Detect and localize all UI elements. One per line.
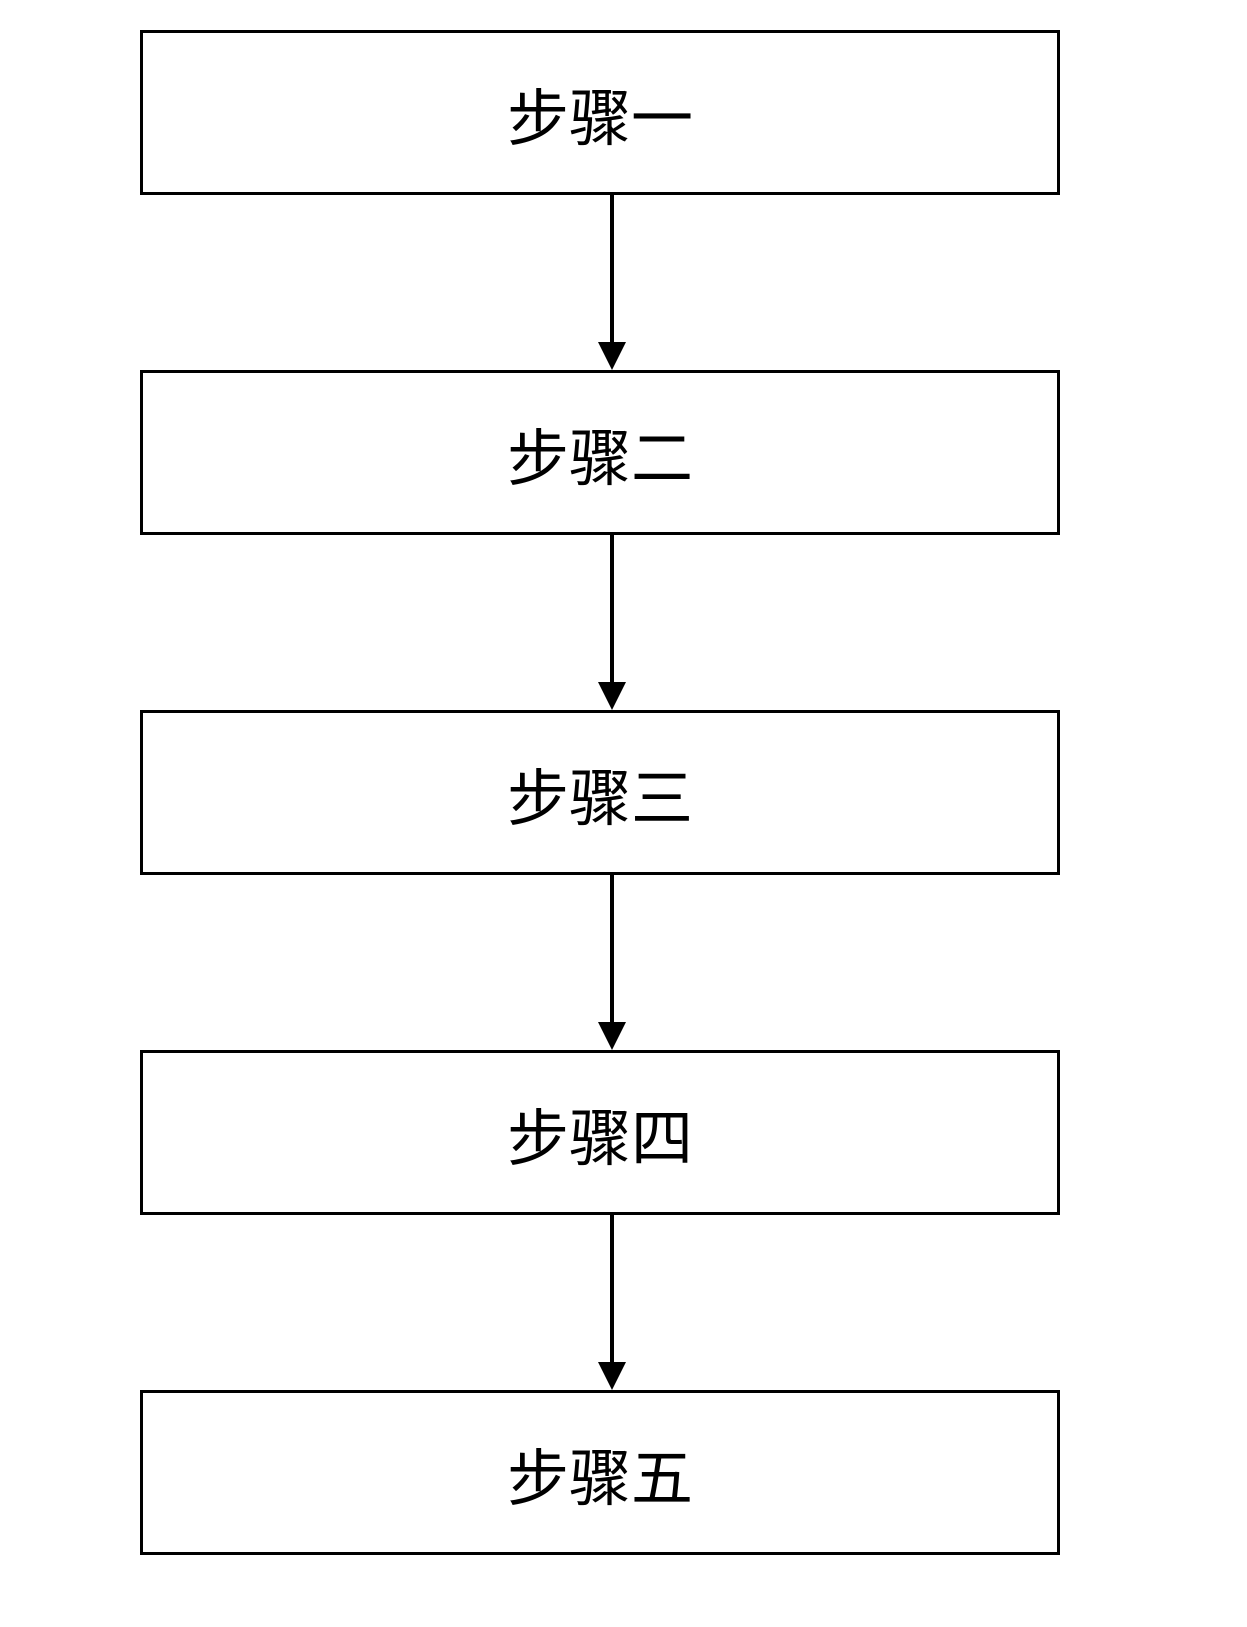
arrow-line (610, 535, 614, 682)
step-label-3: 步骤三 (507, 748, 693, 838)
step-box-5: 步骤五 (140, 1390, 1060, 1555)
arrow-head-icon (598, 1022, 626, 1050)
step-box-3: 步骤三 (140, 710, 1060, 875)
arrow-1-to-2 (598, 195, 626, 370)
arrow-2-to-3 (598, 535, 626, 710)
step-label-2: 步骤二 (507, 408, 693, 498)
arrow-4-to-5 (598, 1215, 626, 1390)
arrow-head-icon (598, 342, 626, 370)
arrow-head-icon (598, 1362, 626, 1390)
step-label-4: 步骤四 (507, 1088, 693, 1178)
arrow-head-icon (598, 682, 626, 710)
arrow-3-to-4 (598, 875, 626, 1050)
step-box-2: 步骤二 (140, 370, 1060, 535)
step-box-1: 步骤一 (140, 30, 1060, 195)
arrow-line (610, 875, 614, 1022)
step-box-4: 步骤四 (140, 1050, 1060, 1215)
arrow-line (610, 195, 614, 342)
step-label-1: 步骤一 (507, 68, 693, 158)
arrow-line (610, 1215, 614, 1362)
step-label-5: 步骤五 (507, 1428, 693, 1518)
